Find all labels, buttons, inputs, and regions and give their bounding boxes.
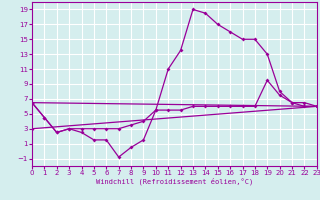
X-axis label: Windchill (Refroidissement éolien,°C): Windchill (Refroidissement éolien,°C) xyxy=(96,178,253,185)
